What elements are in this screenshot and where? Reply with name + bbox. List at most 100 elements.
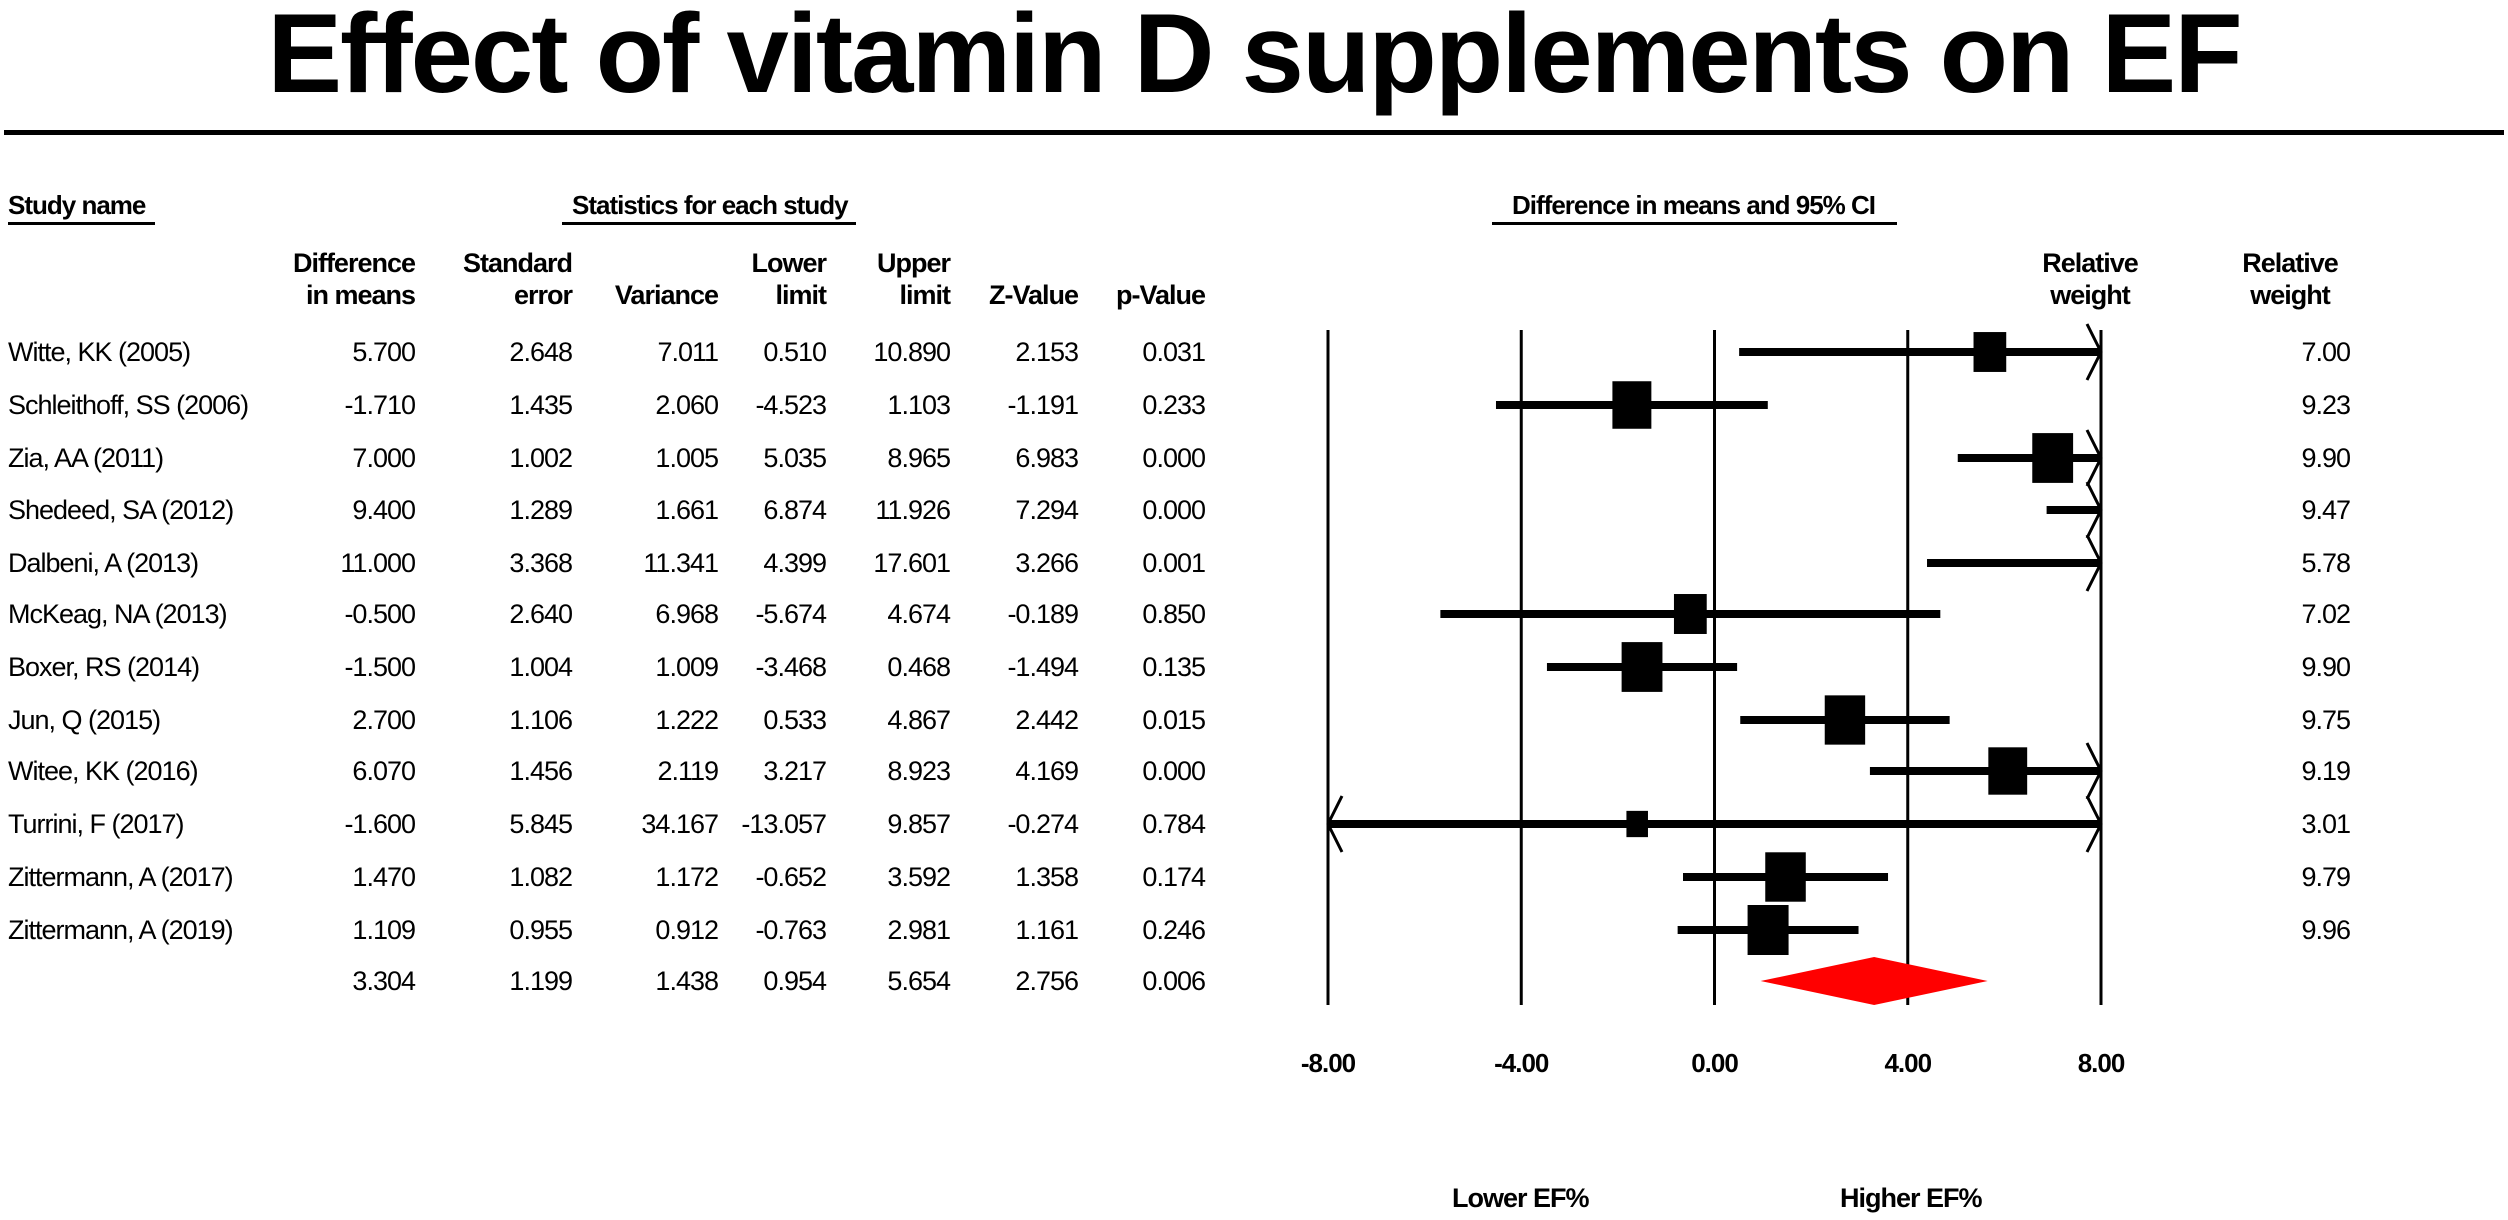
standard-error-value: 5.845 [509, 809, 573, 839]
upper-limit-value: 4.674 [887, 599, 951, 629]
variance-value: 1.661 [655, 495, 719, 525]
upper-limit-value: 10.890 [873, 337, 951, 367]
difference-in-means-value: -0.500 [344, 599, 416, 629]
study-name: Witte, KK (2005) [8, 337, 191, 367]
z-value-value: 1.161 [1015, 915, 1079, 945]
column-header-line2: limit [899, 280, 951, 310]
summary-diamond [1760, 957, 1988, 1005]
standard-error-value: 1.199 [509, 966, 573, 996]
relative-weight-value: 3.01 [2301, 809, 2351, 839]
z-value-value: -0.189 [1007, 599, 1079, 629]
difference-in-means-value: 7.000 [352, 443, 416, 473]
lower-limit-value: -0.652 [755, 862, 827, 892]
point-estimate-marker [1988, 747, 2028, 795]
point-estimate-marker [1626, 810, 1648, 838]
study-name: Shedeed, SA (2012) [8, 495, 234, 525]
study-name-header: Study name [8, 190, 156, 225]
z-value-value: -1.191 [1007, 390, 1079, 420]
relative-weight-value: 9.19 [2301, 756, 2351, 786]
column-header-p-value: p-Value [1005, 247, 1206, 311]
point-estimate-marker [1673, 594, 1707, 634]
column-header-upper-limit: Upper limit [750, 247, 951, 311]
direction-label-left: Lower EF% [1452, 1183, 1590, 1213]
p-value-value: 0.174 [1142, 862, 1206, 892]
study-name: Zia, AA (2011) [8, 443, 164, 473]
column-header-line2: weight [2250, 280, 2331, 310]
p-value-value: 0.006 [1142, 966, 1206, 996]
lower-limit-value: 0.510 [763, 337, 827, 367]
column-header-line2: error [513, 280, 573, 310]
relative-weight-value: 9.23 [2301, 390, 2351, 420]
difference-in-means-value: 6.070 [352, 756, 416, 786]
standard-error-value: 2.640 [509, 599, 573, 629]
difference-in-means-value: 5.700 [352, 337, 416, 367]
variance-value: 0.912 [655, 915, 719, 945]
variance-value: 1.438 [655, 966, 719, 996]
column-header-line1: Standard [462, 248, 573, 278]
point-estimate-marker [1824, 695, 1866, 745]
column-header-line2: Z-Value [988, 280, 1079, 310]
upper-limit-value: 17.601 [873, 548, 951, 578]
z-value-value: -0.274 [1007, 809, 1079, 839]
lower-limit-value: -3.468 [755, 652, 827, 682]
ci-arrow-right [2085, 742, 2103, 800]
variance-value: 2.060 [655, 390, 719, 420]
point-estimate-marker [1765, 852, 1806, 902]
ci-arrow-left [1326, 795, 1344, 853]
column-header-lower-limit: Lower limit [626, 247, 827, 311]
direction-label-right: Higher EF% [1840, 1183, 1983, 1213]
z-value-value: 4.169 [1015, 756, 1079, 786]
standard-error-value: 2.648 [509, 337, 573, 367]
z-value-value: 3.266 [1015, 548, 1079, 578]
p-value-value: 0.233 [1142, 390, 1206, 420]
variance-value: 1.222 [655, 705, 719, 735]
column-header-line2: weight [2050, 280, 2131, 310]
statistics-group-header: Statistics for each study [562, 190, 856, 225]
upper-limit-value: 8.965 [887, 443, 951, 473]
relative-weight-value: 9.90 [2301, 652, 2351, 682]
study-name: Boxer, RS (2014) [8, 652, 200, 682]
lower-limit-value: -5.674 [755, 599, 827, 629]
lower-limit-value: 6.874 [763, 495, 827, 525]
p-value-value: 0.015 [1142, 705, 1206, 735]
column-header-line2: in means [305, 280, 416, 310]
upper-limit-value: 3.592 [887, 862, 951, 892]
relative-weight-value: 7.02 [2301, 599, 2351, 629]
relative-weight-value: 9.79 [2301, 862, 2351, 892]
study-name: Schleithoff, SS (2006) [8, 390, 249, 420]
difference-in-means-value: -1.600 [344, 809, 416, 839]
variance-value: 1.005 [655, 443, 719, 473]
point-estimate-marker [1612, 381, 1652, 429]
column-header-relative-weight: Relative weight [2210, 247, 2370, 311]
ci-arrow-right [2085, 534, 2103, 592]
z-value-value: 2.153 [1015, 337, 1079, 367]
standard-error-value: 1.106 [509, 705, 573, 735]
difference-in-means-value: 2.700 [352, 705, 416, 735]
upper-limit-value: 5.654 [887, 966, 951, 996]
variance-value: 1.009 [655, 652, 719, 682]
p-value-value: 0.784 [1142, 809, 1206, 839]
ci-arrow-right [2085, 481, 2103, 539]
z-value-value: 2.442 [1015, 705, 1079, 735]
variance-value: 1.172 [655, 862, 719, 892]
variance-value: 2.119 [657, 756, 719, 786]
relative-weight-value: 7.00 [2301, 337, 2351, 367]
ci-arrow-right [2085, 795, 2103, 853]
lower-limit-value: 5.035 [763, 443, 827, 473]
column-header-line2: Variance [614, 280, 719, 310]
study-name: Dalbeni, A (2013) [8, 548, 199, 578]
z-value-value: 6.983 [1015, 443, 1079, 473]
variance-value: 11.341 [643, 548, 719, 578]
p-value-value: 0.000 [1142, 495, 1206, 525]
column-header-difference-in-means: Difference in means [215, 247, 416, 311]
study-name: McKeag, NA (2013) [8, 599, 228, 629]
variance-value: 7.011 [657, 337, 719, 367]
column-header-line2: p-Value [1115, 280, 1206, 310]
standard-error-value: 3.368 [509, 548, 573, 578]
difference-in-means-value: 1.470 [352, 862, 416, 892]
lower-limit-value: 3.217 [763, 756, 827, 786]
column-header-line1: Difference [292, 248, 416, 278]
lower-limit-value: -0.763 [755, 915, 827, 945]
standard-error-value: 1.456 [509, 756, 573, 786]
